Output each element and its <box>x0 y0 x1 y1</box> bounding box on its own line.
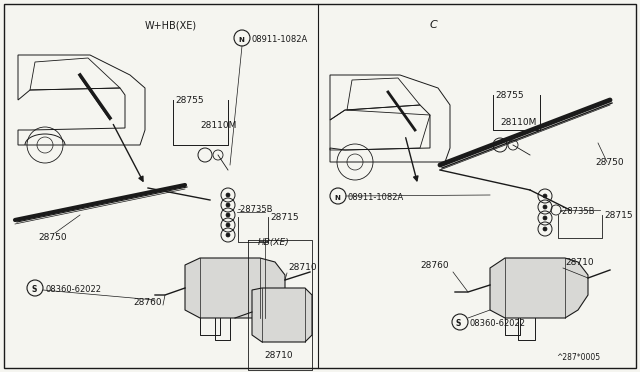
Text: W+HB(XE): W+HB(XE) <box>145 20 197 30</box>
Text: -28735B: -28735B <box>560 207 595 216</box>
Text: 28760: 28760 <box>420 261 449 270</box>
Text: 28755: 28755 <box>495 91 524 100</box>
Text: HB(XE): HB(XE) <box>258 238 290 247</box>
Circle shape <box>226 193 230 197</box>
Text: S: S <box>456 319 461 328</box>
Text: 28715: 28715 <box>270 213 299 222</box>
Text: -28735B: -28735B <box>238 205 273 214</box>
Text: 28750: 28750 <box>595 158 623 167</box>
Text: 28755: 28755 <box>175 96 204 105</box>
Text: N: N <box>238 37 244 43</box>
Text: S: S <box>31 285 36 294</box>
Text: ^287*0005: ^287*0005 <box>556 353 600 362</box>
Text: N: N <box>334 195 340 201</box>
Text: 08360-62022: 08360-62022 <box>470 319 526 328</box>
Text: 28110M: 28110M <box>500 118 536 127</box>
Circle shape <box>543 194 547 198</box>
Circle shape <box>543 216 547 220</box>
Text: 28715: 28715 <box>604 211 632 220</box>
Circle shape <box>226 223 230 227</box>
Text: 28750: 28750 <box>38 233 67 242</box>
Text: 28760: 28760 <box>133 298 162 307</box>
Polygon shape <box>252 288 312 342</box>
Text: C: C <box>430 20 438 30</box>
Text: 28710: 28710 <box>288 263 317 272</box>
Text: 08360-62022: 08360-62022 <box>45 285 101 294</box>
Circle shape <box>226 233 230 237</box>
Circle shape <box>543 227 547 231</box>
Circle shape <box>226 203 230 207</box>
Text: 28710: 28710 <box>264 351 292 360</box>
Text: 28710: 28710 <box>565 258 594 267</box>
Text: 08911-1082A: 08911-1082A <box>348 193 404 202</box>
Text: 28110M: 28110M <box>200 121 236 130</box>
Polygon shape <box>185 258 285 318</box>
Circle shape <box>226 213 230 217</box>
Polygon shape <box>490 258 588 318</box>
Text: 08911-1082A: 08911-1082A <box>252 35 308 44</box>
Circle shape <box>543 205 547 209</box>
